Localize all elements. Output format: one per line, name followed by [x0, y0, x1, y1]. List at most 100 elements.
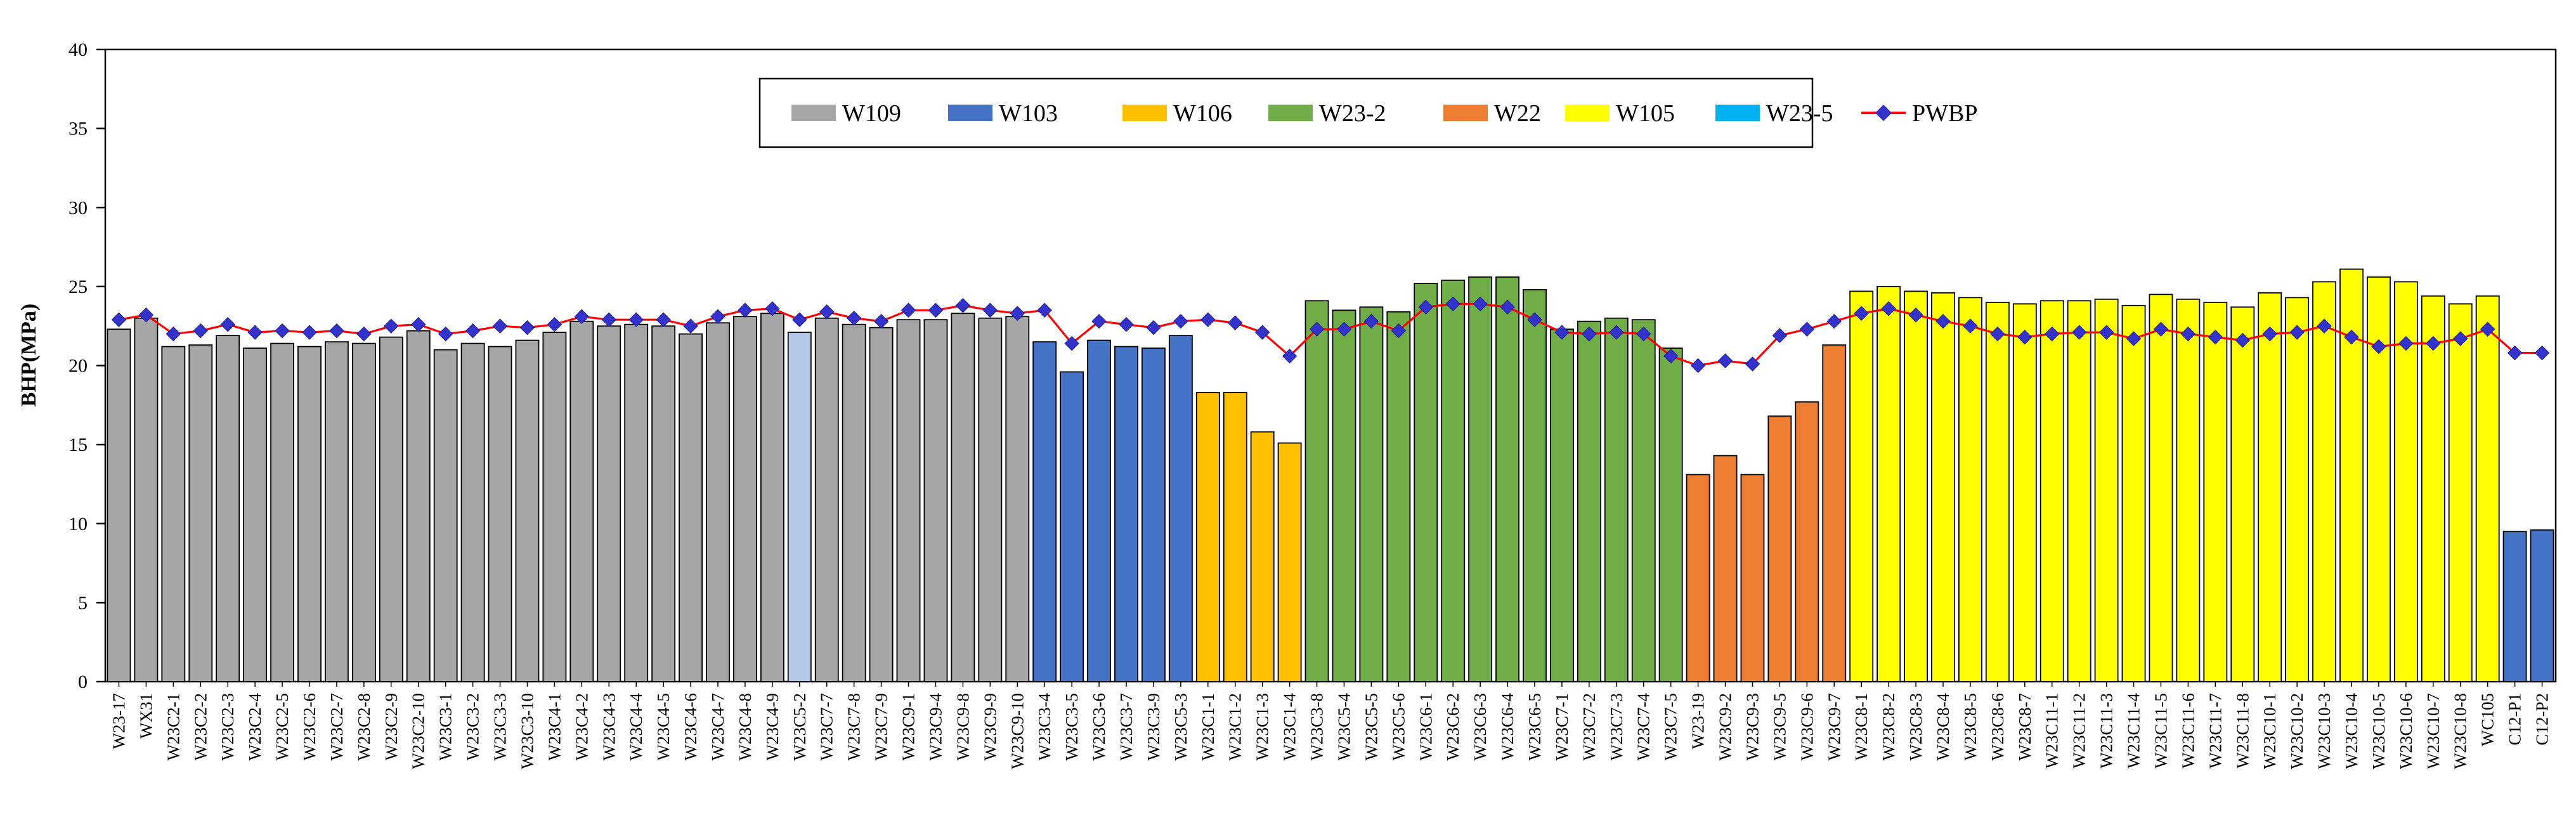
x-tick-label: WC105	[2478, 693, 2497, 746]
x-tick-label: W23C4-2	[572, 693, 591, 760]
pwbp-marker	[846, 311, 862, 326]
x-tick-label: W23C2-8	[355, 693, 374, 760]
x-tick-label: W23C8-3	[1906, 693, 1925, 760]
x-tick-label: WX31	[136, 693, 155, 739]
pwbp-marker	[329, 323, 344, 339]
pwbp-marker	[1037, 302, 1052, 318]
pwbp-marker	[220, 316, 235, 332]
pwbp-marker	[2208, 329, 2223, 345]
x-tick-label: W23C7-3	[1607, 693, 1626, 760]
x-tick-label: W23C8-2	[1879, 693, 1898, 760]
x-tick-label: W23C9-10	[1008, 693, 1027, 769]
bar-W23C4-7	[706, 322, 730, 682]
x-tick-label: W23C4-3	[599, 693, 618, 760]
pwbp-marker	[1935, 314, 1951, 329]
x-tick-label: W23C6-2	[1443, 693, 1462, 760]
pwbp-marker	[982, 302, 998, 318]
bar-W23C3-7	[1114, 346, 1138, 682]
bar-W23C1-2	[1223, 391, 1247, 682]
pwbp-marker	[1363, 314, 1379, 329]
bar-W23C8-4	[1931, 292, 1955, 682]
x-tick-label: W23C11-2	[2070, 693, 2089, 769]
pwbp-marker	[356, 326, 372, 342]
x-tick-label: W23C10-6	[2397, 693, 2416, 769]
bar-W23C3-2	[460, 342, 485, 682]
legend-label-W23-5: W23-5	[1766, 100, 1833, 127]
pwbp-marker	[111, 312, 127, 327]
bar-W23C7-7	[814, 317, 839, 682]
bar-W23C3-10	[515, 339, 540, 682]
pwbp-marker	[1963, 318, 1978, 334]
bar-W23C7-1	[1550, 328, 1574, 682]
x-tick-label: W23C2-6	[300, 693, 319, 760]
pwbp-marker	[2507, 345, 2523, 361]
bar-W23C8-6	[1985, 301, 2010, 682]
legend-swatch-W103	[948, 105, 992, 121]
pwbp-marker	[656, 312, 671, 327]
bar-W23C8-1	[1849, 290, 1874, 682]
x-tick-label: W23C2-4	[245, 693, 264, 761]
x-tick-label: W23C3-9	[1144, 693, 1163, 760]
bar-W23C6-4	[1495, 276, 1519, 682]
x-tick-label: W23C11-8	[2233, 693, 2252, 769]
bar-W23C3-5	[1060, 371, 1084, 682]
pwbp-marker	[1881, 301, 1896, 316]
bar-W23C3-4	[1032, 341, 1057, 682]
x-tick-label: W23C9-8	[953, 693, 972, 760]
y-tick-label: 25	[68, 276, 88, 297]
bar-W23C8-3	[1904, 290, 1928, 682]
pwbp-marker	[1582, 326, 1597, 342]
bar-W23C9-1	[896, 319, 921, 682]
x-tick-label: W23C4-1	[545, 693, 564, 760]
pwbp-marker	[1527, 312, 1542, 327]
y-tick-label: 10	[68, 514, 88, 535]
pwbp-marker	[2371, 339, 2386, 354]
bar-W23C7-2	[1577, 320, 1601, 682]
pwbp-marker	[275, 323, 290, 339]
bar-W23C11-5	[2149, 294, 2173, 682]
pwbp-marker	[928, 302, 944, 318]
bar-W23C11-1	[2039, 300, 2064, 682]
pwbp-marker	[2153, 321, 2169, 337]
x-tick-label: W23C9-2	[1716, 693, 1735, 760]
bar-W23C4-4	[624, 323, 649, 682]
x-tick-label: W23C3-6	[1090, 693, 1109, 760]
x-tick-label: W23C5-5	[1362, 693, 1381, 760]
x-tick-label: W23C1-1	[1199, 693, 1218, 760]
pwbp-marker	[519, 320, 535, 335]
bar-W23C11-4	[2121, 304, 2146, 682]
bar-W23C5-3	[1168, 335, 1193, 682]
x-tick-label: W23C3-2	[464, 693, 483, 760]
x-tick-label: W23C8-4	[1934, 693, 1953, 761]
x-tick-label: W23C7-8	[845, 693, 864, 760]
x-tick-label: W23C8-1	[1852, 693, 1871, 760]
legend-swatch-W109	[791, 105, 836, 121]
pwbp-marker	[1609, 325, 1624, 340]
pwbp-marker	[574, 309, 590, 324]
pwbp-marker	[2017, 329, 2033, 345]
x-tick-label: W23C2-3	[218, 693, 237, 760]
x-tick-label: W23C9-9	[980, 693, 999, 760]
pwbp-marker	[1064, 335, 1079, 351]
pwbp-marker	[2453, 331, 2468, 346]
bar-W23-17	[107, 328, 131, 682]
bar-W23C2-7	[325, 341, 349, 682]
x-tick-label: W23C10-2	[2287, 693, 2306, 769]
pwbp-marker	[1282, 348, 1298, 364]
x-tick-label: W23C3-1	[436, 693, 455, 760]
x-tick-label: W23C4-9	[763, 693, 782, 760]
x-tick-label: W23C7-7	[817, 693, 836, 760]
bar-W23C1-1	[1195, 391, 1220, 682]
bar-W23C4-3	[597, 325, 621, 682]
bar-W23C7-3	[1604, 317, 1629, 682]
bar-W23C7-8	[842, 323, 866, 682]
x-tick-label: W23C10-7	[2424, 693, 2443, 769]
bar-W23C2-8	[351, 342, 376, 682]
x-tick-label: W23C2-7	[327, 693, 346, 760]
pwbp-marker	[1228, 315, 1243, 330]
y-tick-label: 30	[68, 197, 88, 218]
bar-W23C3-6	[1087, 339, 1111, 682]
bar-W23C4-1	[542, 332, 567, 682]
legend-label-W23-2: W23-2	[1319, 100, 1386, 127]
bar-W23C3-8	[1304, 300, 1329, 682]
